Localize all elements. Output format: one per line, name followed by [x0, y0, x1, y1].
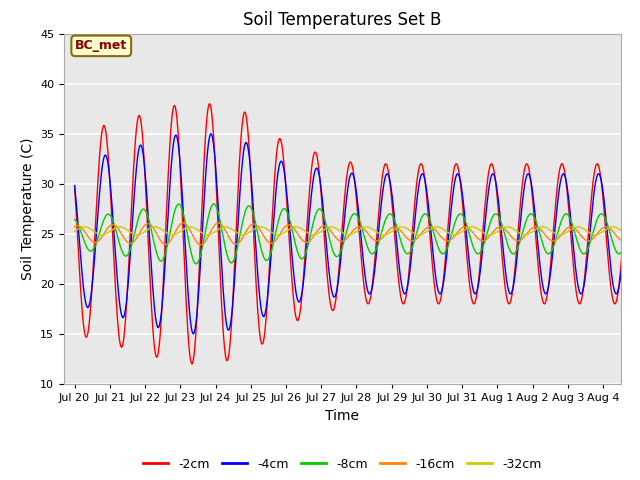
-16cm [270, 240, 278, 245]
-32cm [448, 231, 456, 237]
-16cm [242, 229, 250, 235]
-8cm [291, 240, 299, 246]
-4cm [416, 176, 424, 181]
-16cm [180, 220, 188, 226]
-4cm [291, 283, 299, 289]
-8cm [71, 216, 79, 222]
-32cm [71, 228, 79, 234]
-4cm [242, 140, 250, 145]
-16cm [416, 232, 424, 238]
Text: BC_met: BC_met [75, 39, 127, 52]
-2cm [635, 197, 640, 203]
-8cm [635, 212, 640, 217]
-8cm [242, 207, 250, 213]
-8cm [137, 209, 145, 215]
-32cm [241, 232, 248, 238]
-2cm [71, 183, 79, 189]
-32cm [327, 224, 335, 230]
-2cm [242, 112, 250, 118]
-4cm [207, 131, 215, 137]
-16cm [71, 224, 79, 230]
-2cm [291, 310, 299, 315]
-4cm [190, 331, 198, 336]
Legend: -2cm, -4cm, -8cm, -16cm, -32cm: -2cm, -4cm, -8cm, -16cm, -32cm [138, 453, 547, 476]
-32cm [137, 231, 145, 237]
-16cm [137, 228, 145, 234]
-4cm [71, 183, 79, 189]
-8cm [270, 239, 278, 244]
-8cm [416, 219, 424, 225]
-8cm [448, 231, 456, 237]
-16cm [448, 236, 456, 242]
-8cm [210, 201, 218, 207]
-2cm [416, 162, 424, 168]
-32cm [310, 232, 317, 238]
-32cm [290, 224, 298, 230]
-2cm [270, 186, 278, 192]
-32cm [635, 228, 640, 234]
-8cm [192, 261, 200, 267]
-4cm [270, 215, 278, 221]
-4cm [635, 190, 640, 195]
-2cm [188, 361, 196, 367]
-16cm [635, 225, 640, 230]
-16cm [291, 227, 299, 233]
Line: -32cm: -32cm [75, 227, 639, 235]
-2cm [448, 182, 456, 188]
Line: -16cm: -16cm [75, 223, 639, 245]
Line: -8cm: -8cm [75, 204, 639, 264]
X-axis label: Time: Time [325, 408, 360, 422]
Line: -4cm: -4cm [75, 134, 639, 334]
-4cm [448, 202, 456, 207]
Y-axis label: Soil Temperature (C): Soil Temperature (C) [20, 138, 35, 280]
-4cm [137, 142, 145, 148]
-32cm [416, 232, 424, 238]
-2cm [206, 101, 214, 107]
-2cm [137, 117, 145, 123]
Title: Soil Temperatures Set B: Soil Temperatures Set B [243, 11, 442, 29]
-32cm [269, 230, 276, 236]
-16cm [197, 242, 205, 248]
Line: -2cm: -2cm [75, 104, 639, 364]
